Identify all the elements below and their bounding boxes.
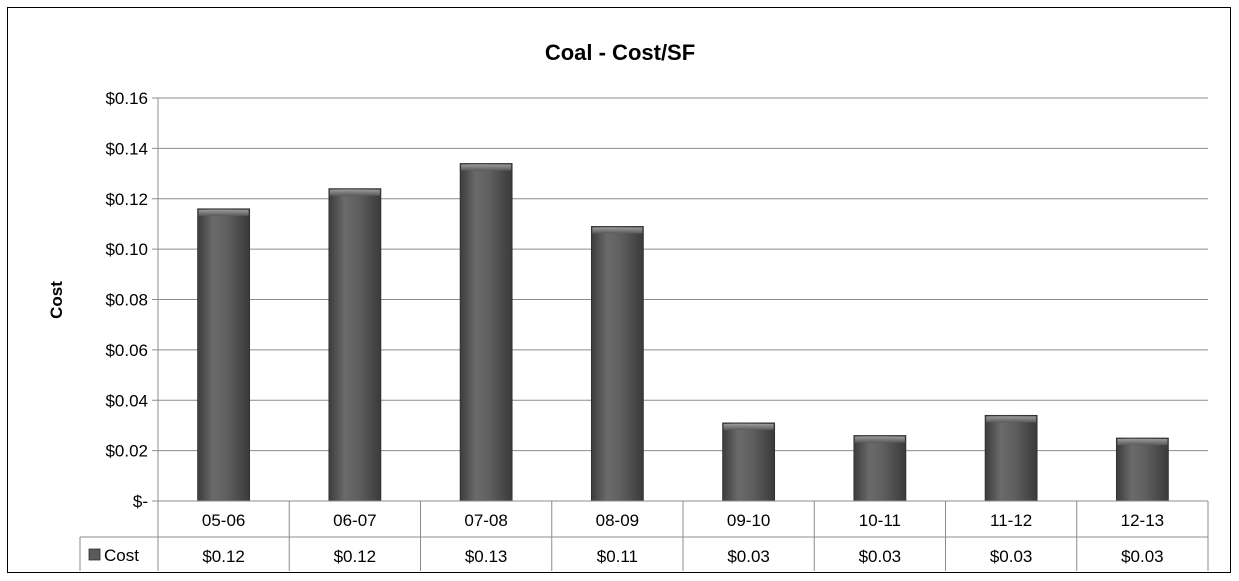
bar-cap <box>723 423 774 430</box>
y-tick-label: $- <box>133 492 148 511</box>
y-tick-label: $0.12 <box>105 190 148 209</box>
x-tick-label: 12-13 <box>1121 511 1164 530</box>
bar-cap <box>986 416 1037 423</box>
bar <box>328 188 382 502</box>
y-tick-label: $0.02 <box>105 442 148 461</box>
legend-label: Cost <box>104 546 139 565</box>
bar <box>590 226 644 502</box>
bar <box>984 414 1038 502</box>
bar <box>722 422 776 502</box>
bar-cap <box>461 164 512 171</box>
bar <box>853 435 907 502</box>
data-label: $0.12 <box>334 547 377 566</box>
x-tick-label: 09-10 <box>727 511 770 530</box>
data-label: $0.03 <box>1121 547 1164 566</box>
bar-cap <box>592 227 643 234</box>
x-tick-label: 06-07 <box>333 511 376 530</box>
x-tick-label: 08-09 <box>596 511 639 530</box>
gridlines: $- $0.02 $0.04 $0.06 $0.08 $0.10 $0.12 $0.14 $0.… <box>105 89 1208 511</box>
y-axis-title: Cost <box>47 281 66 319</box>
bar-cap <box>1117 439 1168 446</box>
data-label: $0.13 <box>465 547 508 566</box>
y-tick-label: $0.10 <box>105 240 148 259</box>
y-tick-label: $0.04 <box>105 391 148 410</box>
x-tick-label: 11-12 <box>990 511 1032 530</box>
y-tick-label: $0.16 <box>105 89 148 108</box>
x-tick-label: 10-11 <box>859 511 901 530</box>
data-label: $0.12 <box>202 547 245 566</box>
bar-cap <box>329 189 380 196</box>
bar <box>197 208 251 502</box>
data-label: $0.03 <box>727 547 770 566</box>
y-tick-label: $0.14 <box>105 139 148 158</box>
data-label: $0.03 <box>859 547 902 566</box>
x-tick-label: 05-06 <box>202 511 245 530</box>
legend-key <box>88 548 101 561</box>
bar <box>459 163 513 502</box>
chart-title: Coal - Cost/SF <box>545 40 695 65</box>
bar-cap <box>198 209 249 216</box>
bar-cap <box>854 436 905 443</box>
bar <box>1115 437 1169 502</box>
data-label: $0.11 <box>597 547 638 566</box>
x-tick-label: 07-08 <box>464 511 507 530</box>
bars <box>197 163 1169 502</box>
data-table: 05-06 $0.12 06-07 $0.12 07-08 $0.13 08-09 $0.11… <box>79 500 1209 571</box>
data-label: $0.03 <box>990 547 1033 566</box>
y-tick-label: $0.08 <box>105 291 148 310</box>
y-tick-label: $0.06 <box>105 341 148 360</box>
